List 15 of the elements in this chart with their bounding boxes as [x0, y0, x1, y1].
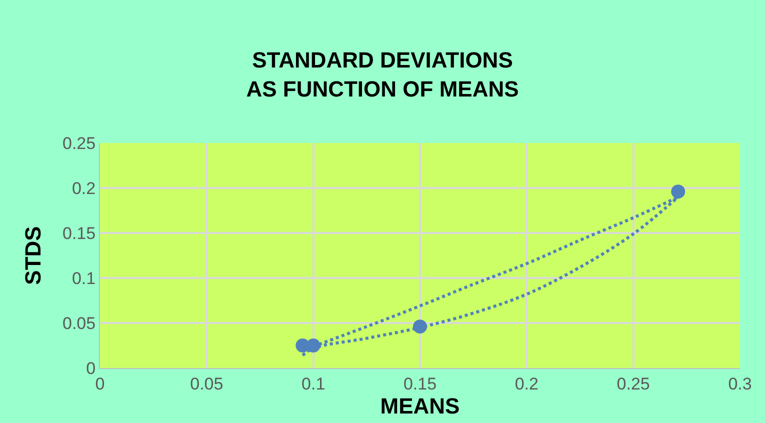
y-tick-label: 0.15: [62, 224, 96, 243]
x-tick-label: 0.3: [728, 374, 752, 394]
y-tick-label: 0.2: [72, 178, 96, 198]
x-tick-label: 0.2: [514, 374, 538, 394]
x-tick-label: 0.25: [616, 374, 650, 394]
y-tick-label: 0.1: [72, 268, 96, 288]
x-tick-label: 0.1: [302, 374, 326, 394]
y-axis-title: STDS: [20, 226, 46, 285]
y-tick-label: 0.05: [62, 314, 96, 333]
x-tick-label: 0.05: [190, 374, 224, 394]
chart-title: STANDARD DEVIATIONS AS FUNCTION OF MEANS: [246, 48, 519, 102]
y-tick-label: 0: [86, 358, 96, 378]
x-tick-label: 0.15: [403, 374, 437, 394]
x-axis-title: MEANS: [380, 393, 460, 418]
y-tick-label: 0.25: [62, 134, 96, 153]
